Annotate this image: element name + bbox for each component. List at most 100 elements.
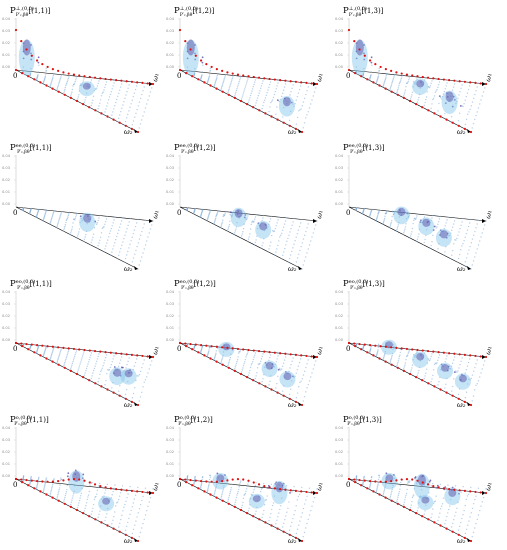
surface-dot (75, 77, 78, 79)
surface-dot (267, 484, 270, 487)
red-dot (62, 479, 65, 482)
surface-dot (390, 85, 392, 88)
surface-dot (261, 380, 263, 383)
surface-dot (384, 352, 386, 355)
z-tick-label: 0.00 (166, 338, 175, 342)
surface-dot (260, 358, 263, 360)
surface-dot (199, 216, 202, 219)
red-dot (294, 489, 298, 492)
surface-dot (305, 391, 307, 393)
surface-dot (95, 222, 97, 224)
surface-dot (423, 352, 426, 354)
surface-dot (407, 352, 409, 354)
surface-dot (101, 496, 104, 498)
surface-dot (451, 105, 454, 108)
surface-dot (475, 252, 477, 254)
surface-dot (420, 488, 423, 491)
surface-dot (416, 510, 419, 512)
surface-dot (241, 504, 243, 506)
panel-r1-c2: P⊥,(0,0) P′ᵥ,βθ[(1,2)]0.040.030.020.010.0… (166, 5, 324, 136)
red-dot (378, 357, 381, 360)
surface-dot (96, 489, 99, 492)
red-dot (379, 480, 382, 483)
surface-dot (383, 219, 385, 221)
surface-dot (465, 257, 468, 259)
surface-dot (90, 81, 92, 83)
surface-dot (477, 107, 480, 109)
red-dot (264, 521, 267, 524)
surface-dot (135, 379, 137, 382)
surface-dot (107, 239, 109, 241)
surface-dot (63, 227, 66, 229)
red-dot (210, 480, 213, 483)
surface-dot (104, 384, 106, 386)
title-superscript: eo,(0,0) (16, 278, 35, 285)
surface-dot (85, 234, 87, 236)
red-dot (347, 341, 351, 345)
surface-dot (221, 358, 223, 361)
surface-dot (453, 356, 456, 358)
surface-dot (105, 218, 108, 220)
peak-cap (445, 91, 454, 103)
surface-dot (214, 488, 217, 490)
surface-dot (99, 370, 102, 373)
red-dot (400, 478, 403, 481)
surface-dot (220, 360, 223, 362)
surface-dot (389, 361, 391, 364)
surface-dot (271, 508, 273, 511)
surface-dot (246, 353, 248, 355)
surface-dot (397, 225, 399, 228)
surface-dot (83, 78, 85, 80)
red-dot (358, 478, 361, 482)
red-dot (366, 351, 369, 354)
surface-dot (208, 484, 210, 487)
omega1-label: ω₁ (484, 209, 493, 219)
red-dot (246, 512, 249, 515)
surface-dot (131, 397, 134, 399)
surface-dot (222, 219, 224, 221)
surface-dot (245, 82, 248, 84)
surface-dot (117, 365, 120, 368)
surface-dot (254, 79, 257, 81)
surface-dot (123, 237, 125, 240)
panel-title: P⊥,(0,0) P′ᵥ,βθ[(1,3)] (343, 5, 384, 18)
surface-dot (465, 498, 468, 501)
origin-label: 0 (13, 209, 17, 217)
surface-dot (377, 346, 380, 348)
surface-dot (474, 230, 476, 233)
surface-dot (302, 101, 305, 103)
surface-dots (186, 207, 318, 270)
surface-dot (237, 84, 239, 86)
red-dot (115, 352, 118, 355)
red-dot (390, 69, 393, 72)
surface-dot (213, 221, 216, 223)
z-tick-label: 0.04 (335, 290, 344, 294)
surface-dot (472, 234, 475, 237)
surface-dots (186, 472, 318, 542)
surface-dot (445, 383, 447, 386)
red-dot (402, 505, 405, 508)
red-dot (294, 536, 297, 539)
title-superscript: ⊥,(0,0) (16, 5, 34, 12)
surface-dot (93, 227, 96, 229)
peak-shape (351, 39, 368, 76)
surface-dot (147, 236, 149, 238)
surface-dot (398, 358, 400, 360)
z-tick-label: 0.01 (166, 326, 174, 330)
red-dot (25, 48, 28, 51)
surface-dot (280, 232, 283, 234)
red-dot (411, 478, 414, 481)
surface-dot (302, 127, 304, 129)
surface-dot (116, 95, 119, 98)
surface-dot (471, 238, 474, 240)
red-dot (347, 28, 351, 32)
surface-dot (119, 223, 122, 225)
surface-dot (409, 506, 412, 509)
surface-dot (220, 88, 222, 91)
surface-dot (475, 363, 477, 365)
title-superscript: o,(0,0) (16, 414, 33, 421)
surface-dot (429, 110, 432, 113)
surface-dot (30, 58, 33, 61)
surface-dot (292, 84, 294, 86)
surface-dot (121, 244, 123, 247)
